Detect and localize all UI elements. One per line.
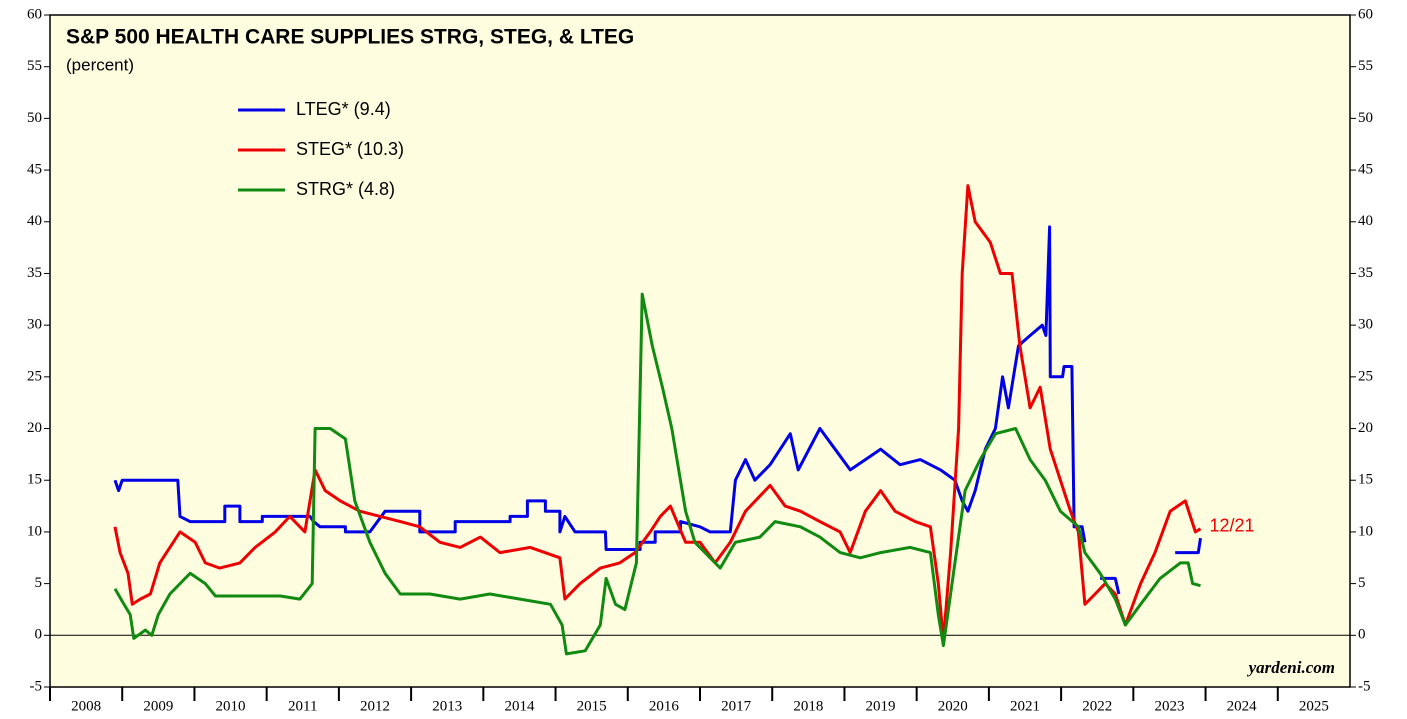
y2-tick-label: 40 — [1358, 213, 1373, 229]
x-tick-label: 2019 — [866, 698, 896, 714]
y2-tick-label: 25 — [1358, 368, 1373, 384]
x-tick-label: 2013 — [432, 698, 462, 714]
y-tick-label: 40 — [27, 213, 42, 229]
y-tick-label: -5 — [30, 678, 43, 694]
y2-tick-label: 60 — [1358, 6, 1373, 22]
y2-tick-label: 20 — [1358, 420, 1373, 436]
series-line — [113, 292, 1201, 656]
series-line — [113, 184, 1202, 642]
y2-tick-label: -5 — [1358, 678, 1371, 694]
y2-tick-label: 15 — [1358, 472, 1373, 488]
series-line — [1100, 576, 1121, 595]
y2-tick-label: 5 — [1358, 575, 1366, 591]
x-tick-label: 2016 — [649, 698, 680, 714]
y2-tick-label: 35 — [1358, 265, 1373, 281]
y-tick-label: 20 — [27, 420, 42, 436]
y2-tick-label: 55 — [1358, 58, 1373, 74]
x-tick-label: 2021 — [1010, 698, 1040, 714]
y-tick-label: 45 — [27, 162, 42, 178]
y-tick-label: 35 — [27, 265, 42, 281]
y-tick-label: 60 — [27, 6, 42, 22]
legend-label: LTEG* (9.4) — [296, 99, 391, 119]
x-tick-label: 2012 — [360, 698, 390, 714]
y-tick-label: 0 — [35, 627, 43, 643]
x-tick-label: 2011 — [288, 698, 317, 714]
x-tick-label: 2023 — [1154, 698, 1184, 714]
y-tick-label: 15 — [27, 472, 42, 488]
x-tick-label: 2020 — [938, 698, 968, 714]
legend-label: STRG* (4.8) — [296, 179, 395, 199]
x-tick-label: 2017 — [721, 698, 752, 714]
legend-label: STEG* (10.3) — [296, 139, 404, 159]
x-tick-label: 2018 — [793, 698, 823, 714]
annotation: 12/21 — [1210, 516, 1255, 536]
y-tick-label: 50 — [27, 110, 42, 126]
chart-subtitle: (percent) — [66, 55, 134, 74]
y-tick-label: 5 — [35, 575, 43, 591]
y2-tick-label: 10 — [1358, 523, 1373, 539]
x-tick-label: 2014 — [504, 698, 535, 714]
chart-title: S&P 500 HEALTH CARE SUPPLIES STRG, STEG,… — [66, 26, 634, 49]
y2-tick-label: 0 — [1358, 627, 1366, 643]
y-tick-label: 10 — [27, 523, 42, 539]
x-tick-label: 2025 — [1299, 698, 1329, 714]
x-tick-label: 2008 — [71, 698, 101, 714]
series-line — [1175, 537, 1202, 555]
x-tick-label: 2010 — [216, 698, 246, 714]
y-tick-label: 55 — [27, 58, 42, 74]
x-tick-label: 2009 — [143, 698, 173, 714]
source: yardeni.com — [1247, 658, 1335, 677]
y2-tick-label: 50 — [1358, 110, 1373, 126]
x-tick-label: 2015 — [577, 698, 607, 714]
y2-tick-label: 45 — [1358, 162, 1373, 178]
x-tick-label: 2022 — [1082, 698, 1112, 714]
y2-tick-label: 30 — [1358, 317, 1373, 333]
y-tick-label: 30 — [27, 317, 42, 333]
y-tick-label: 25 — [27, 368, 42, 384]
x-tick-label: 2024 — [1227, 698, 1258, 714]
plot-area — [49, 14, 1351, 688]
